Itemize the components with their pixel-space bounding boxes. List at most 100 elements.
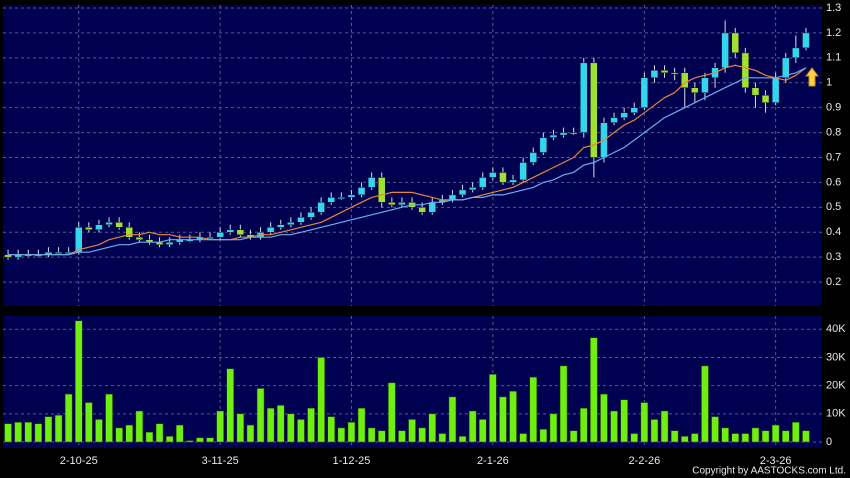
volume-bar (782, 430, 790, 443)
candle-body (135, 236, 144, 240)
volume-bar (721, 427, 729, 443)
candle-body (691, 87, 699, 93)
y-tick-label: 30K (826, 351, 846, 363)
candle-body (367, 177, 376, 188)
volume-bar (509, 391, 517, 443)
candle-body (458, 189, 467, 196)
candle-body (347, 194, 356, 198)
volume-bar (206, 437, 214, 443)
volume-bar (458, 436, 467, 443)
x-tick-label: 2-2-26 (628, 455, 660, 467)
candle-body (277, 224, 285, 228)
volume-bar (529, 376, 537, 443)
candle-body (388, 202, 396, 206)
candle-body (448, 194, 457, 201)
volume-bar (610, 410, 618, 443)
y-tick-label: 0.5 (826, 201, 841, 213)
volume-bar (75, 320, 83, 443)
volume-bar (711, 416, 719, 443)
volume-bar (85, 402, 93, 443)
candle-body (105, 222, 113, 226)
volume-bar (135, 410, 144, 443)
volume-bar (640, 402, 649, 443)
volume-bar (670, 430, 679, 443)
candle-body (4, 254, 12, 258)
volume-bar (549, 413, 558, 443)
candle-body (549, 134, 558, 138)
volume-bar (418, 427, 426, 443)
volume-bar (367, 427, 376, 443)
volume-bar (4, 423, 12, 443)
volume-bar (266, 407, 275, 443)
y-tick-label: 0.2 (826, 276, 841, 288)
volume-bar (559, 365, 568, 443)
volume-bar (14, 422, 22, 443)
volume-bar (125, 424, 133, 443)
volume-bar (650, 419, 659, 443)
volume-bar (468, 410, 477, 443)
volume-bar (388, 382, 396, 443)
candle-body (509, 179, 517, 183)
candle-body (165, 241, 174, 245)
volume-bar (347, 422, 356, 443)
candle-body (236, 229, 245, 235)
candle-body (287, 222, 295, 226)
candle-body (610, 117, 618, 123)
y-tick-label: 0.7 (826, 151, 841, 163)
candle-body (226, 229, 234, 233)
y-tick-label: 0 (826, 436, 832, 448)
volume-bar (761, 430, 770, 443)
candle-body (297, 217, 305, 223)
volume-bar (691, 433, 699, 443)
candle-body (95, 224, 103, 231)
y-tick-label: 1.2 (826, 27, 841, 39)
volume-bar (539, 429, 548, 443)
volume-bar (681, 436, 689, 443)
candle-body (701, 77, 709, 93)
volume-bar (216, 410, 224, 443)
candle-body (731, 32, 739, 54)
candle-body (620, 112, 628, 118)
candle-body (75, 227, 83, 253)
candle-body (317, 202, 325, 213)
volume-bar (246, 424, 255, 443)
y-tick-label: 1 (826, 77, 832, 89)
candle-body (479, 177, 487, 188)
candle-body (590, 62, 598, 158)
volume-bar (24, 422, 32, 443)
candle-body (357, 187, 366, 196)
volume-bar (802, 430, 810, 443)
volume-bar (226, 368, 234, 443)
y-tick-label: 40K (826, 323, 846, 335)
volume-bar (398, 430, 406, 443)
candle-body (640, 77, 649, 108)
x-tick-label: 2-10-25 (60, 455, 98, 467)
volume-bar (307, 407, 315, 443)
candle-body (428, 202, 436, 213)
volume-bar (428, 413, 436, 443)
candle-body (327, 197, 335, 203)
candle-body (85, 227, 93, 231)
candle-body (115, 222, 123, 228)
volume-bar (499, 396, 507, 443)
x-tick-label: 2-1-26 (477, 455, 509, 467)
volume-bar (751, 427, 760, 443)
candle-body (125, 227, 133, 238)
volume-bar (519, 433, 527, 443)
moving-average-line (8, 67, 807, 256)
volume-bar (196, 437, 204, 443)
volume-bar (448, 396, 457, 443)
volume-bar (731, 433, 739, 443)
candle-body (761, 94, 770, 103)
volume-bar (600, 393, 608, 443)
volume-bar (115, 427, 123, 443)
candle-body (216, 232, 224, 238)
volume-bar (287, 413, 295, 443)
candle-body (650, 70, 659, 79)
candle-body (499, 172, 507, 183)
volume-bar (327, 416, 335, 443)
moving-average-line (8, 64, 807, 256)
y-tick-label: 0.9 (826, 102, 841, 114)
